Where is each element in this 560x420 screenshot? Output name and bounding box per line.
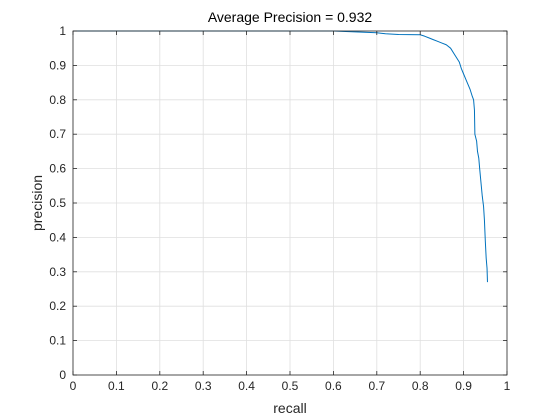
x-tick-label: 0.2 [151,379,168,393]
y-tick-label: 0.4 [49,230,66,244]
x-tick-label: 0.5 [282,379,299,393]
y-tick-label: 0.3 [49,265,66,279]
y-tick-label: 0.1 [49,334,66,348]
y-tick-label: 0.7 [49,127,66,141]
chart-title: Average Precision = 0.932 [208,9,373,25]
y-axis-label: precision [29,175,45,231]
y-tick-label: 0.2 [49,299,66,313]
y-tick-label: 0.6 [49,162,66,176]
x-tick-label: 0.7 [368,379,385,393]
x-tick-label: 0.9 [455,379,472,393]
y-tick-label: 0.5 [49,196,66,210]
x-tick-label: 0.6 [325,379,342,393]
y-tick-label: 0 [59,368,66,382]
y-tick-label: 0.8 [49,93,66,107]
y-tick-label: 0.9 [49,58,66,72]
x-tick-label: 0.8 [412,379,429,393]
x-axis-label: recall [273,400,306,416]
y-tick-label: 1 [59,24,66,38]
x-tick-label: 1 [504,379,511,393]
ticks: 0 0.1 0.2 0.3 0.4 0.5 0.6 0.7 0.8 0.9 1 0 0.1 0.2 0.3 0… [49,24,510,393]
x-tick-label: 0.3 [195,379,212,393]
x-tick-label: 0 [70,379,77,393]
x-tick-label: 0.4 [238,379,255,393]
x-tick-label: 0.1 [108,379,125,393]
